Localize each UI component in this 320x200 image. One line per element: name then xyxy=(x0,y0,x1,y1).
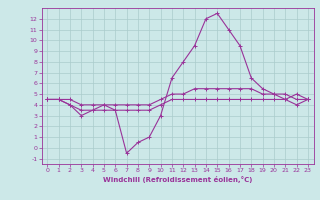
X-axis label: Windchill (Refroidissement éolien,°C): Windchill (Refroidissement éolien,°C) xyxy=(103,176,252,183)
